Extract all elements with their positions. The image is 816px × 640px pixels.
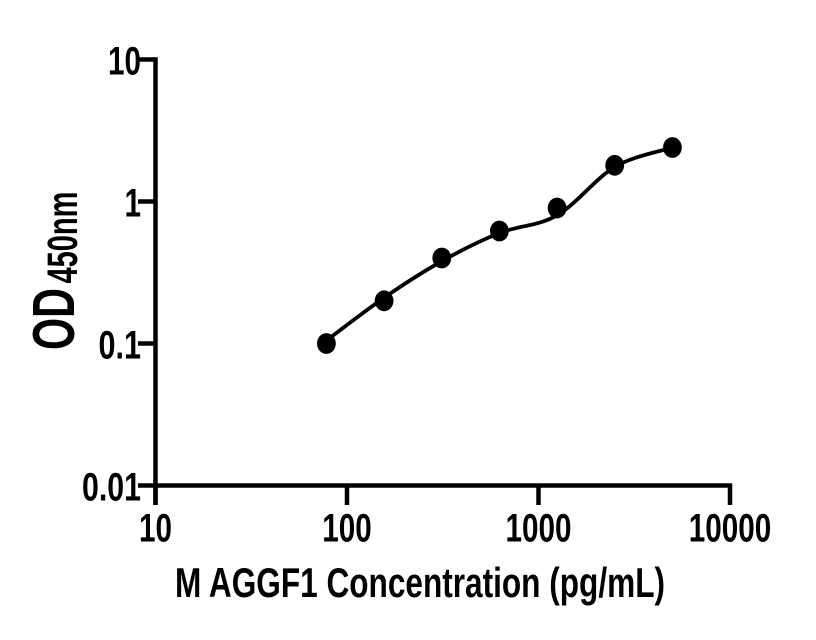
x-tick-label-10000: 10000 (689, 507, 772, 551)
fit-curve (324, 145, 675, 343)
y-axis-title-main: OD (21, 288, 87, 350)
data-point-2500 (605, 154, 625, 176)
y-tick-label-10: 10 (108, 40, 141, 84)
y-tick-label-0.01: 0.01 (82, 466, 141, 510)
plot-group (317, 137, 682, 354)
y-axis-title-sub: 450nm (39, 192, 87, 284)
x-tick-label-10: 10 (139, 507, 172, 551)
data-point-156.3 (374, 290, 394, 312)
data-point-78.1 (317, 333, 336, 354)
data-point-1250 (547, 197, 567, 219)
axes-group: 0.01 0.1 1 10 10 100 1000 10000 (82, 40, 771, 551)
data-point-625 (490, 220, 509, 242)
x-tick-label-1000: 1000 (506, 507, 572, 551)
data-point-312.5 (432, 247, 452, 269)
y-tick-label-1: 1 (125, 182, 142, 226)
y-tick-label-0.1: 0.1 (99, 324, 142, 368)
data-point-5000 (663, 137, 682, 158)
y-axis-title: OD 450nm (21, 192, 87, 350)
x-tick-label-100: 100 (322, 507, 372, 551)
x-axis-title: M AGGF1 Concentration (pg/mL) (175, 559, 665, 606)
